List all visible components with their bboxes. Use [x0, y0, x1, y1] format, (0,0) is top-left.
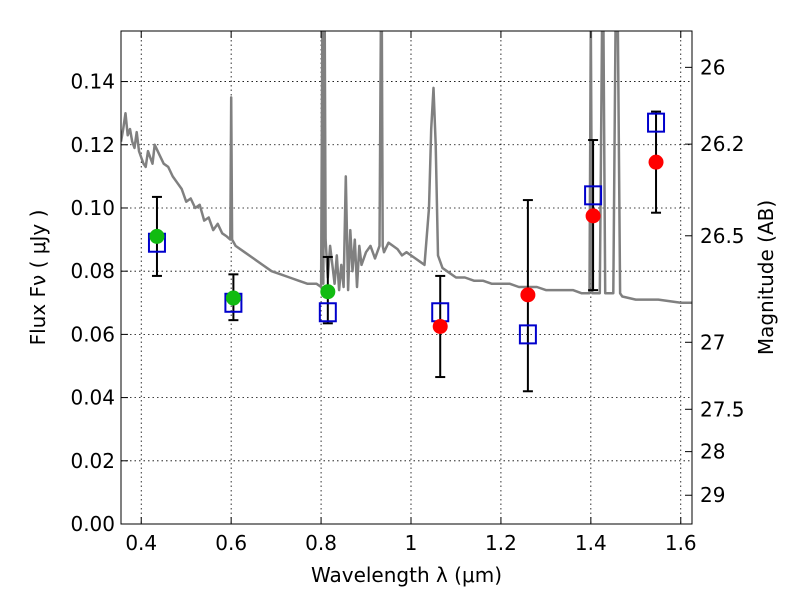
spectrum-line [121, 31, 692, 305]
x-tick-label: 1 [405, 531, 418, 555]
model-point [648, 154, 664, 170]
y2-tick-label: 28 [700, 440, 725, 464]
plot-frame [120, 30, 693, 525]
model-point [320, 284, 336, 300]
y-tick-label: 0.14 [70, 70, 115, 94]
y2-tick-label: 26.2 [700, 132, 745, 156]
y-tick-label: 0.02 [70, 449, 115, 473]
model-point [520, 287, 536, 303]
y-tick-label: 0.10 [70, 196, 115, 220]
model-point [585, 208, 601, 224]
y-axis-title: Flux Fν ( μJy ) [26, 210, 50, 346]
gridlines [121, 31, 692, 525]
x-tick-label: 1.6 [665, 531, 697, 555]
y2-tick-label: 27 [700, 330, 725, 354]
model-point [149, 228, 165, 244]
photometry-square [518, 324, 537, 345]
right-axis-title: Magnitude (AB) [754, 200, 778, 355]
x-tick-label: 0.8 [305, 531, 337, 555]
photometry-square [584, 185, 603, 206]
x-tick-label: 1.4 [575, 531, 607, 555]
y2-tick-label: 26 [700, 55, 725, 79]
spectrum-layer [121, 31, 692, 305]
x-tick-label: 0.6 [215, 531, 247, 555]
y-tick-label: 0.08 [70, 259, 115, 283]
x-tick-label: 1.2 [485, 531, 517, 555]
x-tick-label: 0.4 [125, 531, 157, 555]
tick-layer: 0.4 0.6 0.8 1 1.2 1.4 1.6 0.00 0.02 0.04 0.06 0.08 0… [70, 31, 745, 555]
y-tick-label: 0.12 [70, 133, 115, 157]
y-tick-label: 0.00 [70, 512, 115, 536]
photometry-square [318, 302, 337, 323]
model-point [225, 290, 241, 306]
photometry-square [647, 112, 666, 133]
marker-layer [147, 112, 666, 345]
y-tick-label: 0.04 [70, 386, 115, 410]
model-point [432, 318, 448, 334]
y-tick-label: 0.06 [70, 322, 115, 346]
y2-tick-label: 29 [700, 483, 725, 507]
x-axis-title: Wavelength λ (μm) [311, 563, 502, 587]
y2-tick-label: 26.5 [700, 224, 745, 248]
y2-tick-label: 27.5 [700, 397, 745, 421]
